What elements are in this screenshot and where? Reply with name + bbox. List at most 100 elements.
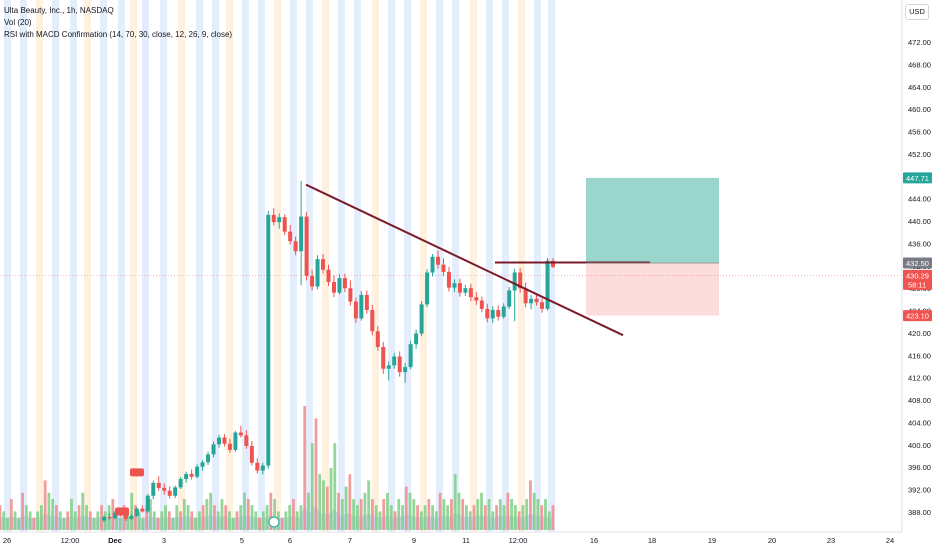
candle-body[interactable] [222, 437, 227, 444]
candle-body[interactable] [321, 259, 326, 270]
symbol-title[interactable]: Ulta Beauty, Inc., 1h, NASDAQ [4, 6, 114, 15]
candle-body[interactable] [518, 272, 523, 289]
rsi-macd-indicator-label[interactable]: RSI with MACD Confirmation (14, 70, 30, … [4, 30, 233, 39]
candle-body[interactable] [529, 298, 534, 304]
candle-body[interactable] [178, 478, 183, 488]
candle-body[interactable] [430, 256, 435, 273]
candle-body[interactable] [468, 288, 473, 298]
volume-bar [24, 505, 28, 530]
candle-body[interactable] [173, 487, 178, 496]
volume-bar [216, 511, 220, 530]
candle-body[interactable] [386, 365, 391, 369]
candle-body[interactable] [310, 275, 315, 287]
candle-body[interactable] [134, 508, 139, 516]
candle-body[interactable] [457, 283, 462, 293]
candle-body[interactable] [304, 216, 309, 276]
candle-body[interactable] [288, 231, 293, 242]
candle-body[interactable] [162, 487, 167, 491]
candle-body[interactable] [408, 344, 413, 368]
candle-body[interactable] [534, 298, 539, 303]
candle-body[interactable] [441, 264, 446, 272]
candle-body[interactable] [485, 308, 490, 319]
candle-body[interactable] [227, 443, 232, 450]
candle-body[interactable] [271, 214, 276, 223]
candle-body[interactable] [244, 435, 249, 446]
candle-body[interactable] [140, 508, 145, 512]
target-zone[interactable] [586, 177, 719, 264]
signal-marker-icon[interactable] [130, 468, 144, 477]
candle-body[interactable] [348, 288, 353, 302]
candle-body[interactable] [206, 454, 211, 463]
candle-body[interactable] [167, 490, 172, 496]
candle-body[interactable] [151, 482, 156, 496]
candle-body[interactable] [216, 437, 221, 445]
candle-body[interactable] [419, 304, 424, 334]
trendline[interactable] [305, 183, 624, 337]
candle-body[interactable] [463, 288, 468, 293]
candle-body[interactable] [129, 515, 134, 519]
candle-body[interactable] [145, 495, 150, 512]
candle-body[interactable] [364, 294, 369, 311]
candle-body[interactable] [315, 259, 320, 287]
candle-body[interactable] [107, 517, 112, 519]
candle-body[interactable] [255, 462, 260, 471]
candle-body[interactable] [299, 216, 304, 252]
candle-body[interactable] [156, 482, 161, 488]
candle-body[interactable] [375, 331, 380, 347]
candle-body[interactable] [540, 302, 545, 309]
candle-body[interactable] [501, 306, 506, 317]
candle-body[interactable] [507, 290, 512, 307]
candle-body[interactable] [112, 512, 117, 519]
candle-body[interactable] [249, 445, 254, 463]
candle-body[interactable] [260, 465, 265, 471]
candle-body[interactable] [403, 367, 408, 373]
candle-body[interactable] [195, 466, 200, 477]
candle-body[interactable] [266, 214, 271, 466]
candle-body[interactable] [277, 217, 282, 223]
candle-body[interactable] [425, 272, 430, 305]
volume-bar [228, 511, 231, 530]
time-tick-label: 16 [590, 536, 598, 545]
candle-body[interactable] [337, 278, 342, 293]
candle-body[interactable] [381, 346, 386, 369]
candle-body[interactable] [282, 217, 287, 232]
candle-body[interactable] [545, 260, 550, 309]
candle-body[interactable] [353, 301, 358, 319]
candle-body[interactable] [211, 444, 216, 455]
candle-body[interactable] [123, 514, 128, 519]
stop-zone[interactable] [586, 263, 719, 316]
candle-body[interactable] [551, 260, 555, 267]
candle-body[interactable] [523, 288, 528, 304]
candle-body[interactable] [331, 282, 336, 293]
candle-body[interactable] [370, 310, 375, 332]
candle-body[interactable] [238, 432, 243, 436]
candle-body[interactable] [490, 310, 495, 319]
candle-body[interactable] [496, 310, 501, 317]
candle-body[interactable] [446, 271, 451, 288]
candle-body[interactable] [436, 256, 441, 265]
candle-body[interactable] [474, 297, 479, 301]
candle-body[interactable] [479, 300, 484, 309]
candle-body[interactable] [326, 269, 331, 283]
candle-body[interactable] [397, 356, 402, 373]
volume-bar [442, 499, 446, 530]
candle-body[interactable] [184, 473, 189, 479]
candle-body[interactable] [200, 462, 205, 467]
candle-body[interactable] [189, 473, 194, 477]
candle-body[interactable] [102, 517, 106, 521]
currency-button[interactable]: USD [905, 4, 929, 20]
signal-marker-icon[interactable] [115, 507, 129, 516]
candle-body[interactable] [414, 333, 419, 345]
candle-body[interactable] [392, 356, 397, 366]
volume-bar [175, 505, 179, 530]
candle-body[interactable] [233, 432, 238, 450]
earnings-icon[interactable] [268, 516, 280, 528]
candle-body[interactable] [512, 272, 517, 291]
volume-indicator-label[interactable]: Vol (20) [4, 18, 32, 27]
candle-body[interactable] [293, 241, 298, 252]
candle-body[interactable] [342, 278, 347, 289]
candle-body[interactable] [359, 294, 364, 319]
candle-body[interactable] [452, 283, 457, 288]
